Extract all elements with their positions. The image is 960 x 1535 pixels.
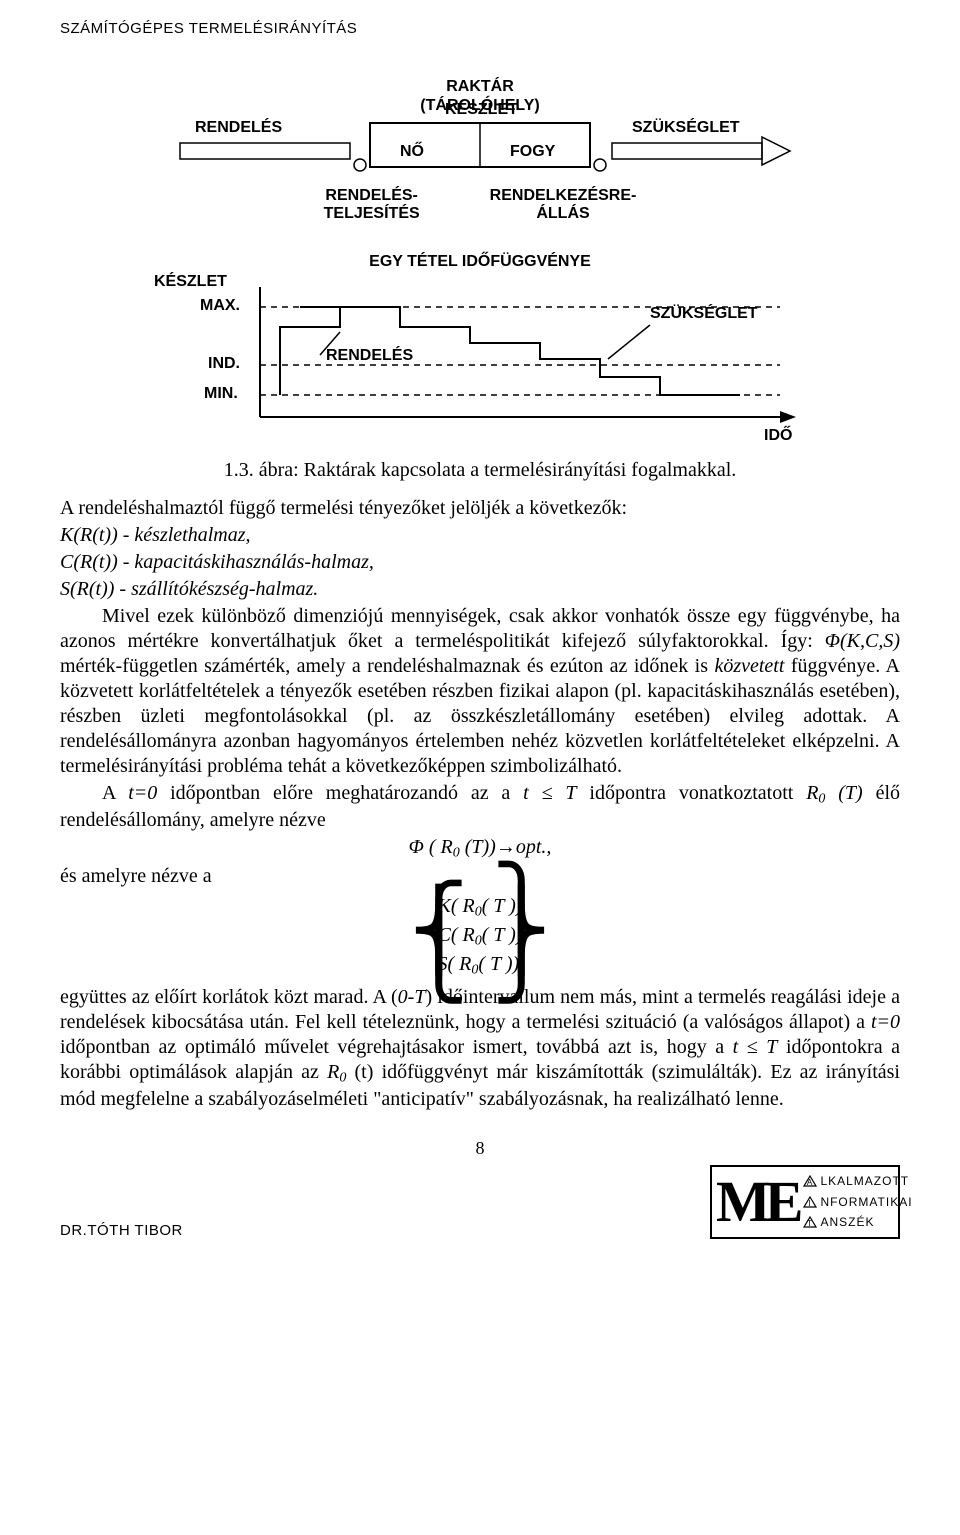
p5-R0: R: [327, 1061, 339, 1083]
diag2-title: EGY TÉTEL IDŐFÜGGVÉNYE: [140, 253, 820, 271]
def-c: C(R(t)) - kapacitáskihasználás-halmaz,: [60, 551, 374, 573]
p3c: időpontra vonatkoztatott: [577, 782, 807, 804]
triangle-icon: T: [803, 1216, 817, 1228]
diag2-svg: [140, 277, 820, 447]
diag2-ymax: MAX.: [200, 297, 240, 315]
diag2-szuk: SZÜKSÉGLET: [650, 305, 758, 323]
diag2-ymin: MIN.: [204, 385, 238, 403]
body-text: A rendeléshalmaztól függő termelési tény…: [60, 496, 900, 1112]
diag1-mid-left: NŐ: [400, 143, 424, 161]
diag2-xlabel: IDŐ: [764, 427, 792, 445]
para1-lead: A rendeléshalmaztól függő termelési tény…: [60, 496, 900, 521]
def-k: K(R(t)) - készlethalmaz,: [60, 524, 251, 546]
p3a: A: [102, 782, 128, 804]
diag1-left: RENDELÉS: [195, 119, 282, 137]
logo-me: ME: [712, 1167, 797, 1237]
diag2-rend: RENDELÉS: [326, 347, 413, 365]
para2-kozv: közvetett: [714, 655, 784, 677]
bc2: 0: [475, 933, 482, 948]
eq1-tail: (T))→opt.,: [460, 836, 552, 858]
p5a: együttes az előírt korlátok közt marad. …: [60, 986, 398, 1008]
eq1-a: Φ ( R: [409, 836, 453, 858]
p5c: időpontban az optimáló művelet végrehajt…: [60, 1036, 733, 1058]
page-number: 8: [60, 1138, 900, 1159]
p3-R: R: [806, 782, 818, 804]
tri-a: A: [807, 1178, 813, 1187]
diag1-br2: ÁLLÁS: [536, 205, 589, 222]
diagram-timeseries: EGY TÉTEL IDŐFÜGGVÉNYE: [140, 253, 820, 447]
diag1-br1: RENDELKEZÉSRE-: [490, 187, 637, 204]
tri-i: I: [809, 1199, 812, 1208]
para2: Mivel ezek különböző dimenziójú mennyisé…: [60, 604, 900, 779]
page-header: SZÁMÍTÓGÉPES TERMELÉSIRÁNYÍTÁS: [60, 20, 900, 37]
p5-t0: t=0: [871, 1011, 900, 1033]
eq1-sub: 0: [453, 845, 460, 860]
diag1-mid-right: FOGY: [510, 143, 555, 161]
p3-t0: t=0: [128, 782, 157, 804]
figure-caption: 1.3. ábra: Raktárak kapcsolata a termelé…: [60, 459, 900, 482]
para2-a: Mivel ezek különböző dimenziójú mennyisé…: [60, 605, 900, 652]
diag1-title-1: RAKTÁR: [446, 78, 514, 95]
p3-tT: t ≤ T: [523, 782, 576, 804]
diag1-mid-top: KÉSZLET: [445, 101, 518, 119]
diag2-yind: IND.: [208, 355, 240, 373]
triangle-icon: I: [803, 1196, 817, 1208]
p5-tT: t ≤ T: [733, 1036, 778, 1058]
para2-phi: Φ(K,C,S): [825, 630, 900, 652]
p3b: időpontban előre meghatározandó az a: [157, 782, 523, 804]
diag1-right: SZÜKSÉGLET: [632, 119, 740, 137]
bk2: 0: [475, 904, 482, 919]
para2-cont: mérték-független számérték, amely a rend…: [60, 655, 714, 677]
tri-t: T: [807, 1219, 813, 1228]
footer-logo: ME A LKALMAZOTT I NFORMATIKAI T ANSZÉK: [710, 1165, 900, 1239]
p3-R-tail: (T): [825, 782, 862, 804]
logo-l1: LKALMAZOTT: [820, 1174, 909, 1188]
diag1-bl2: TELJESÍTÉS: [324, 205, 420, 222]
para4: és amelyre nézve a: [60, 864, 900, 889]
para3: A t=0 időpontban előre meghatározandó az…: [60, 781, 900, 833]
para5: együttes az előírt korlátok közt marad. …: [60, 985, 900, 1112]
logo-l2: NFORMATIKAI: [820, 1195, 912, 1209]
logo-l3: ANSZÉK: [820, 1215, 874, 1229]
footer-author: DR.TÓTH TIBOR: [60, 1222, 183, 1239]
diag1-bl1: RENDELÉS-: [325, 187, 417, 204]
def-s: S(R(t)) - szállítókészség-halmaz.: [60, 578, 318, 600]
brace-eq: ⎧ ⎨ ⎩ K( R0( T )) C( R0( T )) S( R0( T )…: [60, 893, 900, 981]
triangle-icon: A: [803, 1175, 817, 1187]
diag2-ytop: KÉSZLET: [154, 273, 227, 291]
eq1: Φ ( R0 (T))→opt.,: [60, 835, 900, 862]
diagram-storage: RAKTÁR (TÁROLÓHELY) RENDELÉS KÉSZLET NŐ …: [160, 77, 800, 223]
